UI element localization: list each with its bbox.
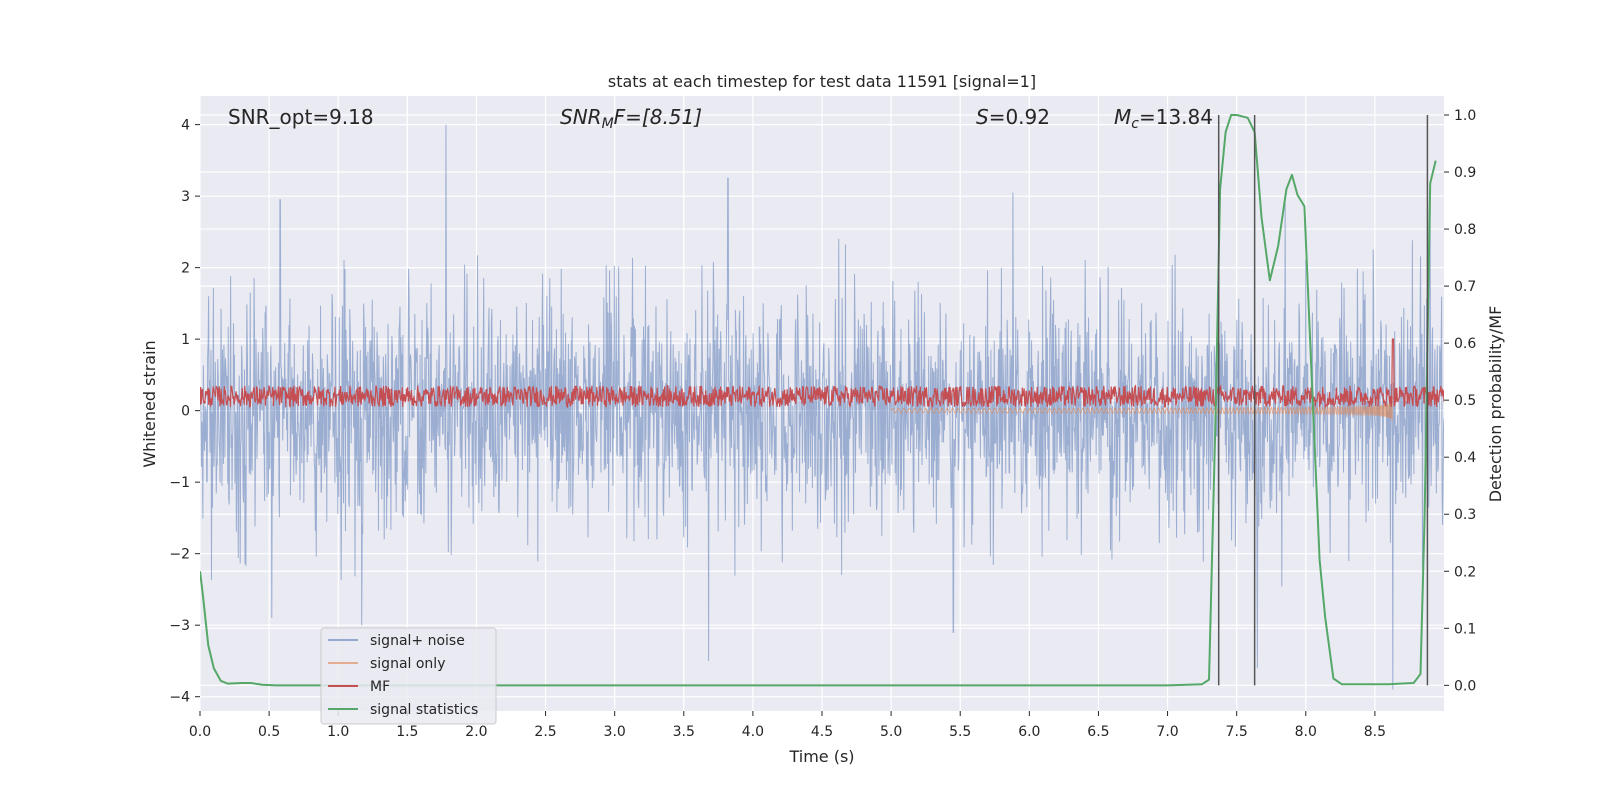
x-tick-label: 0.0 — [189, 724, 211, 740]
y-tick-label: 1 — [181, 332, 190, 348]
x-tick-label: 1.0 — [327, 724, 349, 740]
y-tick-label: −3 — [169, 618, 190, 634]
x-tick-label: 6.0 — [1018, 724, 1040, 740]
legend-label-signal-only: signal only — [370, 656, 445, 672]
series-signal-statistics — [200, 113, 1437, 687]
series-mf — [200, 338, 1444, 409]
y-tick-label: 3 — [181, 189, 190, 205]
y2-tick-label: 0.9 — [1454, 165, 1476, 181]
y2-tick-label: 0.7 — [1454, 279, 1476, 295]
annotation-mc-val: =13.84 — [1139, 105, 1213, 129]
x-axis-ticks: 0.0 0.5 1.0 1.5 2.0 2.5 3.0 3.5 4.0 4.5 5.0 5.5 6.0 6… — [189, 711, 1386, 740]
annotation-snr-mf: SNRMF=[8.51] — [560, 105, 702, 132]
y2-tick-label: 0.0 — [1454, 678, 1476, 694]
vertical-markers — [1217, 114, 1429, 686]
annotation-s-sym: S — [976, 105, 989, 129]
legend: signal+ noise signal only MF signal stat… — [320, 627, 497, 725]
series-layer — [200, 113, 1444, 690]
y2-tick-label: 0.6 — [1454, 336, 1476, 352]
y-axis-label: Whitened strain — [140, 340, 159, 467]
annotation-s-val: =0.92 — [989, 105, 1050, 129]
x-tick-label: 7.5 — [1226, 724, 1248, 740]
legend-label-mf: MF — [370, 679, 390, 695]
annotation-s: S=0.92 — [976, 105, 1050, 129]
y-tick-label: 4 — [181, 118, 190, 134]
chart-title: stats at each timestep for test data 115… — [608, 72, 1036, 91]
x-tick-label: 0.5 — [258, 724, 280, 740]
x-tick-label: 4.0 — [742, 724, 764, 740]
annotation-snr-mf-rest: F=[8.51] — [614, 105, 702, 129]
y2-axis-label: Detection probability/MF — [1486, 306, 1505, 503]
x-tick-label: 2.5 — [534, 724, 556, 740]
y2-axis-ticks: 1.0 0.9 0.8 0.7 0.6 0.5 0.4 0.3 0.2 0.1 0.0 — [1444, 108, 1476, 694]
x-tick-label: 1.5 — [396, 724, 418, 740]
y2-tick-label: 0.3 — [1454, 507, 1476, 523]
annotation-mc-sub: c — [1131, 116, 1139, 132]
y2-tick-label: 0.5 — [1454, 393, 1476, 409]
y-tick-label: −4 — [169, 690, 190, 706]
legend-box — [320, 627, 497, 725]
x-tick-label: 8.5 — [1364, 724, 1386, 740]
annotation-snr-mf-sub: M — [602, 116, 614, 132]
x-tick-label: 6.5 — [1087, 724, 1109, 740]
series-signal-noise — [200, 124, 1444, 690]
legend-label-signal-statistics: signal statistics — [370, 702, 478, 718]
x-tick-label: 7.0 — [1156, 724, 1178, 740]
x-tick-label: 5.5 — [949, 724, 971, 740]
legend-label-signal-noise: signal+ noise — [370, 633, 465, 649]
x-tick-label: 4.5 — [811, 724, 833, 740]
y-tick-label: −2 — [169, 547, 190, 563]
annotation-snr-mf-base: SNR — [560, 105, 602, 129]
y-tick-label: −1 — [169, 475, 190, 491]
y2-tick-label: 0.1 — [1454, 621, 1476, 637]
y2-tick-label: 0.8 — [1454, 222, 1476, 238]
x-tick-label: 5.0 — [880, 724, 902, 740]
x-axis-label: Time (s) — [788, 747, 854, 766]
y-tick-label: 0 — [181, 404, 190, 420]
y2-tick-label: 1.0 — [1454, 108, 1476, 124]
y2-tick-label: 0.2 — [1454, 564, 1476, 580]
y-tick-label: 2 — [181, 261, 190, 277]
y-axis-ticks: 4 3 2 1 0 −1 −2 −3 −4 — [169, 118, 200, 706]
y2-tick-label: 0.4 — [1454, 450, 1476, 466]
x-tick-label: 3.0 — [604, 724, 626, 740]
x-tick-label: 3.5 — [673, 724, 695, 740]
x-tick-label: 8.0 — [1295, 724, 1317, 740]
x-tick-label: 2.0 — [465, 724, 487, 740]
annotation-mc-sym: M — [1114, 105, 1131, 129]
annotation-mc: Mc=13.84 — [1114, 105, 1213, 132]
annotation-snr-opt: SNR_opt=9.18 — [228, 105, 374, 129]
